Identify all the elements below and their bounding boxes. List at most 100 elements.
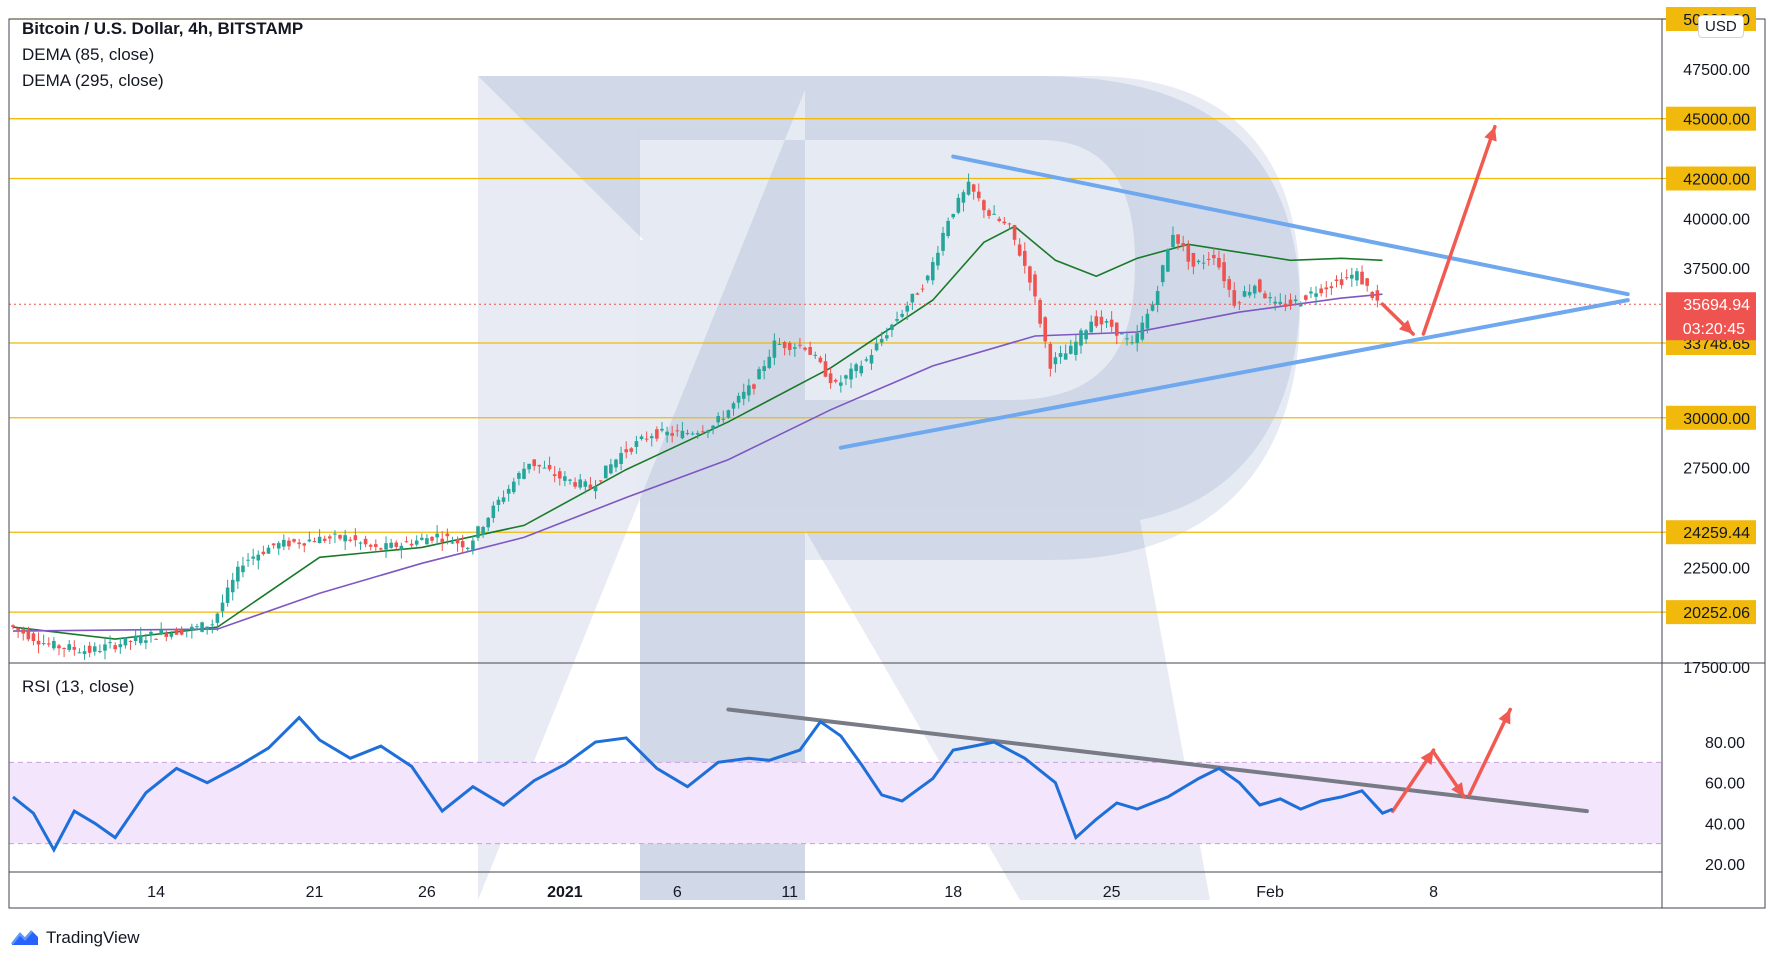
candle-body <box>706 430 710 433</box>
symbol-title[interactable]: Bitcoin / U.S. Dollar, 4h, BITSTAMP <box>22 19 304 38</box>
indicator-dema-85[interactable]: DEMA (85, close) <box>22 45 155 64</box>
candle-body <box>241 565 245 573</box>
triangle-trendline <box>838 298 1630 450</box>
rsi-tick-label: 60.00 <box>1705 776 1745 793</box>
last-price-label: 35694.94 <box>1683 297 1750 314</box>
candle-body <box>220 602 225 612</box>
candle-body <box>772 340 777 358</box>
level-price-tag <box>1666 520 1756 545</box>
rsi-trendline <box>726 707 1589 814</box>
candle-body <box>588 484 593 489</box>
candle-body <box>1104 321 1109 323</box>
candle-body <box>563 476 567 481</box>
candles <box>11 173 1380 660</box>
time-tick-label: 25 <box>1103 884 1121 901</box>
candle-body <box>1339 279 1344 286</box>
candle-body <box>1068 345 1073 354</box>
level-price-tag <box>1666 166 1756 191</box>
level-price-label: 30000.00 <box>1683 411 1750 428</box>
brand-logo[interactable]: TradingView <box>10 928 140 948</box>
candle-body <box>481 526 485 535</box>
candle-body <box>542 467 547 469</box>
rsi-projection-arrow <box>1467 707 1512 797</box>
level-price-label: 33748.65 <box>1683 336 1750 353</box>
candle-body <box>951 213 956 218</box>
candle-body <box>113 645 117 650</box>
candle-body <box>1319 288 1323 294</box>
dema-295-line[interactable] <box>12 293 1383 632</box>
candle-body <box>1099 316 1104 325</box>
candle-body <box>486 517 491 528</box>
candle-body <box>297 542 301 545</box>
candle-body <box>358 542 363 544</box>
dema-85-line[interactable] <box>12 225 1383 640</box>
candle-body <box>879 338 884 343</box>
candle-body <box>384 543 388 550</box>
candle-body <box>21 629 26 634</box>
candle-body <box>1094 316 1099 327</box>
candle-body <box>925 275 930 281</box>
candle-body <box>1038 300 1042 324</box>
candle-body <box>557 471 562 479</box>
candle-body <box>854 364 858 372</box>
candle-body <box>1375 290 1380 301</box>
chart-frame <box>8 18 1766 909</box>
candle-body <box>174 628 179 635</box>
candle-body <box>184 630 189 632</box>
candle-body <box>695 433 700 435</box>
candle-body <box>476 526 480 538</box>
candle-body <box>1329 286 1334 289</box>
candle-body <box>1186 244 1191 262</box>
candle-body <box>62 648 66 650</box>
candle-body <box>154 638 158 640</box>
candle-body <box>425 538 429 545</box>
candle-body <box>338 535 342 539</box>
candle-body <box>210 624 215 626</box>
currency-badge[interactable]: USD <box>1698 15 1744 38</box>
candle-body <box>1053 357 1058 365</box>
candle-body <box>1217 257 1221 268</box>
candle-body <box>711 425 715 429</box>
candle-body <box>302 543 307 546</box>
rsi-projection-arrow-head <box>1498 709 1511 725</box>
candle-body <box>1120 333 1124 335</box>
indicator-rsi[interactable]: RSI (13, close) <box>22 677 135 696</box>
rsi-band <box>9 762 1662 844</box>
candle-body <box>287 540 291 547</box>
level-price-label: 45000.00 <box>1683 112 1750 129</box>
candle-body <box>256 554 261 561</box>
candle-body <box>465 547 470 549</box>
candle-body <box>348 539 353 541</box>
candle-body <box>440 538 445 543</box>
projection-arrow <box>1421 124 1497 336</box>
candle-body <box>752 384 756 389</box>
time-tick-label: 14 <box>147 884 165 901</box>
candle-body <box>307 539 312 542</box>
candle-body <box>859 365 864 374</box>
candle-body <box>798 344 802 346</box>
candle-body <box>956 197 961 213</box>
candle-body <box>767 356 772 368</box>
candle-body <box>1043 317 1048 342</box>
candle-body <box>813 354 818 356</box>
candle-body <box>905 305 910 312</box>
candle-body <box>1176 234 1180 244</box>
candle-body <box>215 613 220 623</box>
rsi-line[interactable] <box>12 715 1394 853</box>
rsi-projection-arrow-head <box>1420 750 1434 765</box>
candle-body <box>266 547 271 554</box>
candle-body <box>169 633 174 637</box>
candle-body <box>1028 266 1032 283</box>
candle-body <box>394 542 399 547</box>
candle-body <box>598 480 603 482</box>
time-axis[interactable]: 14 21 26 2021 6 11 18 25 Feb 8 <box>147 884 1438 901</box>
candle-body <box>946 220 950 236</box>
candle-body <box>522 468 526 479</box>
candle-body <box>593 486 598 492</box>
candle-body <box>614 459 618 468</box>
candle-body <box>282 539 286 547</box>
candle-body <box>624 449 628 453</box>
indicator-dema-295[interactable]: DEMA (295, close) <box>22 71 164 90</box>
candle-body <box>680 430 685 439</box>
